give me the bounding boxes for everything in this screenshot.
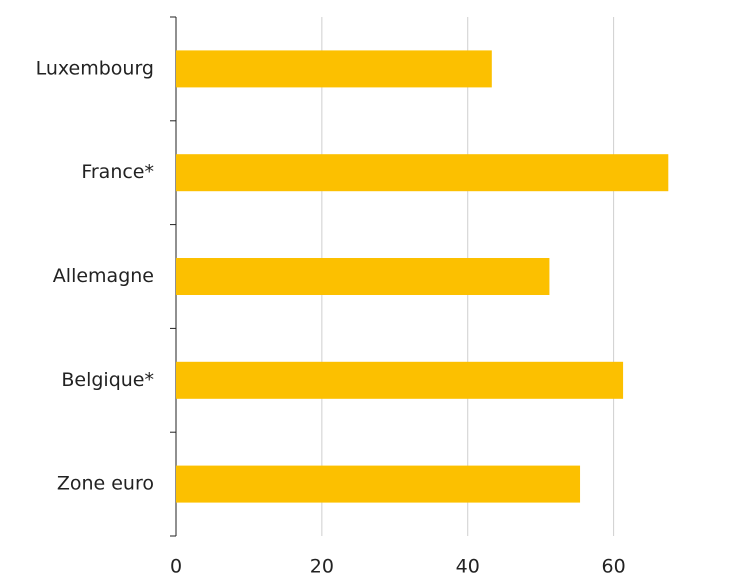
y-tick-label: Allemagne <box>53 265 154 287</box>
y-tick-label: Belgique* <box>61 369 154 391</box>
x-tick-label: 20 <box>310 556 334 578</box>
bar <box>176 361 624 399</box>
x-tick-label: 0 <box>170 556 182 578</box>
y-tick-label: Luxembourg <box>36 57 154 79</box>
y-tick-label: France* <box>81 161 154 183</box>
bar <box>176 465 581 503</box>
x-tick-label: 60 <box>602 556 626 578</box>
x-tick-label: 40 <box>456 556 480 578</box>
y-tick-label: Zone euro <box>57 473 154 495</box>
bar <box>176 50 492 88</box>
bar <box>176 154 669 192</box>
bar <box>176 258 550 295</box>
